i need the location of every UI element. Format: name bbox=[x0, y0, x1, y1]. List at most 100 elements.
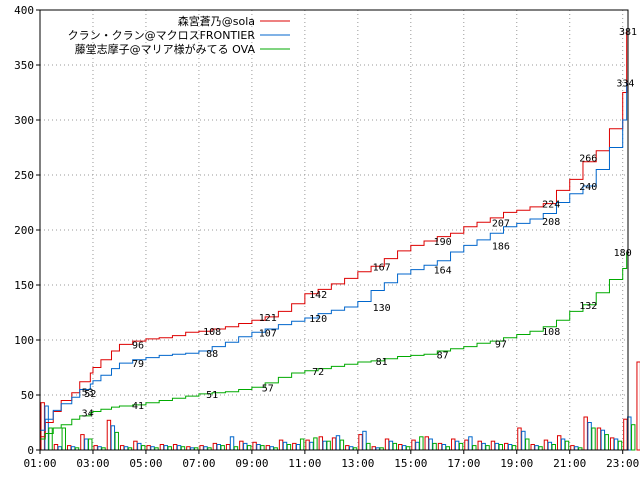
histogram-bar bbox=[362, 430, 367, 451]
data-label: 53 bbox=[82, 388, 94, 399]
data-label: 190 bbox=[434, 237, 452, 248]
histogram-bar bbox=[256, 444, 261, 451]
histogram-bar bbox=[600, 429, 606, 451]
histogram-bar bbox=[556, 435, 562, 451]
histogram-bar bbox=[441, 444, 447, 451]
histogram-bar bbox=[40, 402, 45, 451]
histogram-bar bbox=[358, 434, 363, 451]
data-label: 142 bbox=[309, 290, 327, 301]
histogram-bar bbox=[570, 445, 575, 451]
data-label: 186 bbox=[492, 241, 510, 252]
histogram-bar bbox=[560, 438, 566, 451]
data-label: 207 bbox=[492, 218, 510, 229]
histogram-bar bbox=[220, 445, 225, 451]
data-labels: 5396108121142167190207224266381527988107… bbox=[82, 27, 637, 420]
histogram-bar bbox=[468, 436, 473, 451]
histogram-bar bbox=[318, 436, 324, 451]
histogram-bar bbox=[631, 424, 636, 451]
x-tick-label: 23:00 bbox=[606, 457, 639, 470]
histogram-bar bbox=[176, 445, 182, 451]
data-label: 240 bbox=[579, 182, 597, 193]
lines bbox=[40, 30, 628, 440]
histogram-bar bbox=[84, 438, 89, 451]
data-label: 87 bbox=[437, 350, 449, 361]
x-tick-label: 11:00 bbox=[288, 457, 321, 470]
histogram-bar bbox=[530, 444, 535, 451]
data-label: 120 bbox=[309, 314, 327, 325]
histogram-bar bbox=[335, 435, 341, 451]
histogram-bar bbox=[286, 444, 292, 451]
data-label: 107 bbox=[259, 328, 277, 339]
data-label: 108 bbox=[542, 327, 560, 338]
y-tick-label: 100 bbox=[14, 334, 34, 347]
histogram-bar bbox=[61, 427, 66, 451]
x-tick-label: 03:00 bbox=[76, 457, 109, 470]
x-tick-label: 05:00 bbox=[129, 457, 162, 470]
histogram-bar bbox=[305, 439, 310, 451]
y-tick-label: 0 bbox=[27, 444, 34, 457]
histogram-bar bbox=[511, 445, 517, 451]
histogram-bar bbox=[424, 436, 429, 451]
legend-entry-label: クラン・クラン@マクロスFRONTIER bbox=[68, 29, 256, 42]
histogram-bar bbox=[322, 440, 327, 451]
data-label: 121 bbox=[259, 313, 277, 324]
histogram-bar bbox=[388, 440, 394, 451]
y-tick-label: 300 bbox=[14, 114, 34, 127]
histogram-bar bbox=[339, 439, 345, 451]
histogram-bar bbox=[88, 438, 93, 451]
x-tick-label: 19:00 bbox=[500, 457, 533, 470]
data-label: 334 bbox=[616, 79, 634, 90]
data-label: 208 bbox=[542, 217, 560, 228]
histogram-bar bbox=[66, 445, 72, 451]
histogram-bar bbox=[398, 444, 403, 451]
histogram-bar bbox=[454, 440, 460, 451]
data-label: 130 bbox=[373, 303, 391, 314]
histogram-bar bbox=[265, 445, 271, 451]
data-label: 180 bbox=[614, 248, 632, 259]
histogram-bar bbox=[587, 422, 592, 451]
histogram-bar bbox=[547, 441, 553, 451]
histogram-bar bbox=[260, 445, 265, 451]
histogram-bar bbox=[477, 440, 482, 451]
histogram-bar bbox=[225, 444, 231, 451]
histogram-bar bbox=[216, 444, 221, 451]
histogram-bar bbox=[613, 438, 619, 451]
x-tick-label: 17:00 bbox=[447, 457, 480, 470]
histogram-bar bbox=[278, 439, 284, 451]
histogram-bar bbox=[313, 437, 318, 451]
y-axis-ticks: 0 50 100 150 200 250 300 350 400 bbox=[14, 4, 40, 457]
y-tick-label: 400 bbox=[14, 4, 34, 17]
histogram-bar bbox=[485, 445, 490, 451]
histogram-bar bbox=[401, 445, 407, 451]
histogram-bar bbox=[114, 431, 119, 451]
histogram-bar bbox=[415, 441, 420, 451]
histogram-bar bbox=[252, 441, 257, 451]
histogram-bar bbox=[583, 416, 588, 451]
histogram-bar bbox=[591, 427, 596, 451]
histogram-bar bbox=[507, 444, 513, 451]
y-tick-label: 150 bbox=[14, 279, 34, 292]
histogram-bar bbox=[366, 442, 371, 451]
histogram-bar bbox=[80, 434, 85, 451]
histogram-bar bbox=[617, 440, 623, 451]
histogram-bar bbox=[521, 430, 526, 451]
histogram-bar bbox=[212, 442, 218, 451]
data-label: 34 bbox=[82, 409, 94, 420]
data-label: 79 bbox=[132, 359, 144, 370]
legend-entry-label: 藤堂志摩子@マリア様がみてる OVA bbox=[75, 42, 256, 56]
histogram-bar bbox=[146, 445, 151, 451]
data-label: 88 bbox=[206, 349, 218, 360]
histogram-bar bbox=[48, 427, 53, 451]
histogram-bar bbox=[246, 445, 252, 451]
histogram-bar bbox=[534, 445, 539, 451]
data-label: 41 bbox=[132, 401, 144, 412]
histogram-bar bbox=[517, 427, 522, 451]
y-tick-label: 350 bbox=[14, 59, 34, 72]
histogram-bar bbox=[464, 439, 469, 451]
histogram-bar bbox=[596, 427, 602, 451]
histogram-bar bbox=[564, 440, 570, 451]
histogram-bar bbox=[623, 418, 628, 451]
histogram-bar bbox=[93, 445, 98, 451]
series-line bbox=[40, 82, 628, 431]
histogram-bar bbox=[636, 361, 640, 451]
